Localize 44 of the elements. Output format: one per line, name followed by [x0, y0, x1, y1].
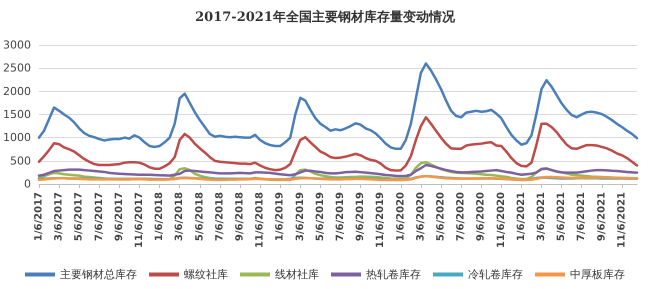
x-tick-label: 3/6/2021	[536, 192, 548, 242]
x-tick-label: 7/6/2019	[335, 192, 346, 242]
legend-label: 中厚板库存	[570, 268, 625, 281]
x-tick-label: 11/6/2021	[616, 192, 628, 248]
x-tick-label: 9/6/2020	[476, 192, 487, 242]
y-tick-label: 1500	[2, 108, 31, 121]
x-tick-label: 1/6/2021	[516, 192, 527, 242]
x-tick-label: 1/6/2017	[33, 192, 44, 242]
legend-label: 热轧卷库存	[366, 268, 421, 281]
x-tick-label: 1/6/2018	[154, 192, 166, 242]
x-tick-label: 3/6/2020	[415, 192, 426, 242]
x-tick-label: 11/6/2019	[375, 192, 386, 248]
x-tick-label: 5/6/2021	[556, 192, 568, 242]
legend-label: 冷轧卷库存	[468, 268, 523, 281]
legend-label: 主要钢材总库存	[60, 268, 137, 281]
y-tick-label: 500	[10, 154, 31, 168]
x-tick-label: 11/6/2017	[134, 192, 145, 248]
x-tick-label: 9/6/2021	[596, 192, 608, 242]
legend-label: 螺纹社库	[184, 268, 228, 281]
y-tick-label: 2000	[2, 84, 31, 98]
x-tick-label: 9/6/2019	[355, 192, 366, 242]
x-tick-label: 1/6/2020	[395, 192, 406, 242]
y-tick-label: 0	[24, 178, 31, 190]
x-tick-label: 5/6/2017	[74, 192, 85, 242]
y-tick-label: 3000	[2, 38, 31, 52]
x-tick-label: 3/6/2018	[174, 192, 186, 242]
y-tick-label: 2500	[2, 62, 31, 75]
x-tick-label: 3/6/2017	[54, 192, 65, 242]
x-tick-label: 9/6/2017	[114, 192, 125, 242]
x-tick-label: 7/6/2018	[214, 192, 226, 242]
x-tick-label: 7/6/2021	[576, 192, 588, 242]
x-tick-label: 11/6/2018	[254, 192, 266, 248]
x-tick-label: 9/6/2018	[234, 192, 246, 242]
legend-label: 线材社库	[275, 268, 319, 281]
x-tick-label: 7/6/2020	[456, 192, 467, 242]
chart-title: 2017-2021年全国主要钢材库存量变动情况	[195, 9, 456, 25]
y-tick-label: 1000	[2, 131, 31, 144]
x-tick-label: 5/6/2019	[314, 192, 326, 242]
x-tick-label: 1/6/2019	[274, 192, 286, 242]
x-tick-label: 3/6/2019	[294, 192, 306, 242]
x-tick-label: 7/6/2017	[94, 192, 105, 242]
x-tick-label: 5/6/2018	[194, 192, 206, 242]
x-tick-label: 5/6/2020	[436, 192, 447, 242]
x-tick-label: 11/6/2020	[496, 192, 507, 248]
